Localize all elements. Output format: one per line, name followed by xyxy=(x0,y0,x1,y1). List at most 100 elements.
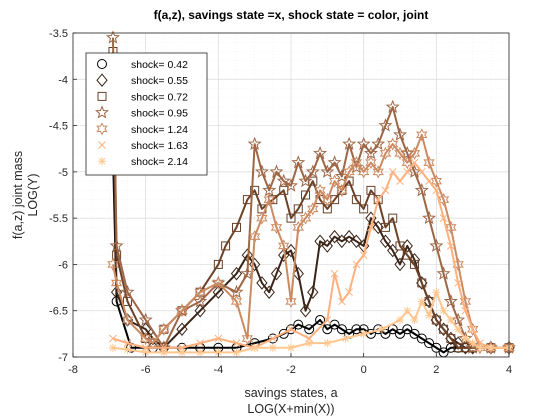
data-point-marker xyxy=(140,322,152,337)
data-point-marker xyxy=(307,202,319,216)
data-point-marker xyxy=(403,168,412,176)
data-point-marker xyxy=(359,251,368,260)
data-point-marker xyxy=(327,155,342,169)
data-point-marker xyxy=(194,285,206,299)
data-point-marker xyxy=(250,343,259,352)
data-point-marker xyxy=(345,288,353,297)
data-point-marker xyxy=(451,312,466,326)
series-line xyxy=(112,161,509,349)
legend-marker xyxy=(96,73,108,87)
data-point-marker xyxy=(286,324,296,335)
data-point-marker xyxy=(321,193,334,207)
data-point-marker xyxy=(336,324,347,335)
data-point-marker xyxy=(276,173,291,188)
data-point-marker xyxy=(278,239,290,253)
data-point-marker xyxy=(139,331,152,346)
data-point-marker xyxy=(121,313,134,327)
data-point-marker xyxy=(268,343,277,352)
legend-marker xyxy=(96,122,108,136)
data-point-marker xyxy=(249,257,261,272)
legend-label: shock= 1.24 xyxy=(131,124,188,136)
data-point-marker xyxy=(385,99,400,114)
data-point-marker xyxy=(304,324,315,335)
data-point-marker xyxy=(322,324,333,335)
data-point-marker xyxy=(232,339,241,347)
data-point-marker xyxy=(374,195,383,204)
data-point-marker xyxy=(268,334,277,343)
data-point-marker xyxy=(417,297,426,306)
data-point-marker xyxy=(108,343,117,352)
chart-title: f(a,z), savings state =x, shock state = … xyxy=(154,8,429,22)
data-point-marker xyxy=(159,324,169,334)
data-point-marker xyxy=(439,324,449,334)
data-point-marker xyxy=(388,168,397,176)
data-point-marker xyxy=(387,137,399,151)
data-point-marker xyxy=(123,296,132,306)
data-point-marker xyxy=(436,266,451,280)
data-point-marker xyxy=(343,229,355,244)
data-point-marker xyxy=(269,164,284,178)
data-point-marker xyxy=(292,266,304,281)
legend-marker xyxy=(97,91,107,101)
data-point-marker xyxy=(475,343,484,352)
data-point-marker xyxy=(287,325,295,334)
data-point-marker xyxy=(379,234,392,249)
data-point-marker xyxy=(416,276,428,290)
data-point-marker xyxy=(341,334,350,343)
data-point-marker xyxy=(423,156,435,170)
x-axis-ticks: -8 -6 -4 -2 0 2 4 xyxy=(68,353,512,376)
series-layer xyxy=(105,30,517,358)
data-point-marker xyxy=(293,204,303,214)
legend-entry-2: shock= 0.55 xyxy=(96,73,188,87)
data-point-marker xyxy=(107,257,119,272)
legend-marker xyxy=(97,59,107,69)
data-point-marker xyxy=(229,284,244,299)
legend-label: shock= 1.63 xyxy=(131,140,188,152)
data-point-marker xyxy=(196,348,205,357)
data-point-marker xyxy=(232,348,241,357)
y-tick-label: -6.5 xyxy=(49,306,68,318)
data-point-marker xyxy=(287,343,295,352)
data-point-marker xyxy=(410,259,420,269)
data-point-marker xyxy=(417,278,427,288)
data-point-marker xyxy=(394,257,406,272)
legend-entry-1: shock= 0.42 xyxy=(97,59,188,71)
data-point-marker xyxy=(323,316,332,324)
data-point-marker xyxy=(396,315,404,324)
data-point-marker xyxy=(430,313,442,327)
data-point-marker xyxy=(461,334,470,343)
y-axis-label-line1: f(a,z) joint mass xyxy=(11,151,25,239)
data-point-marker xyxy=(320,164,335,178)
data-point-marker xyxy=(446,333,456,343)
data-point-marker xyxy=(123,345,132,354)
data-point-marker xyxy=(105,30,120,44)
legend-entry-5: shock= 1.24 xyxy=(96,122,188,136)
data-point-marker xyxy=(263,285,275,299)
data-point-marker xyxy=(278,328,289,339)
data-point-marker xyxy=(194,303,206,318)
data-point-marker xyxy=(416,128,428,142)
data-point-marker xyxy=(378,118,393,132)
data-point-marker xyxy=(432,288,441,297)
data-point-marker xyxy=(381,186,390,195)
data-point-marker xyxy=(213,259,223,269)
legend-label: shock= 0.42 xyxy=(131,59,188,71)
data-point-marker xyxy=(400,145,415,160)
x-tick-label: -4 xyxy=(213,364,223,376)
data-point-marker xyxy=(377,325,386,334)
data-point-marker xyxy=(443,294,458,308)
data-point-marker xyxy=(293,319,304,330)
x-tick-label: -2 xyxy=(286,364,296,376)
data-point-marker xyxy=(416,333,427,344)
data-point-marker xyxy=(270,266,283,281)
data-point-marker xyxy=(402,324,413,335)
data-point-marker xyxy=(446,315,455,324)
legend-entry-7: shock= 2.14 xyxy=(98,156,188,168)
legend-label: shock= 2.14 xyxy=(131,156,188,168)
y-tick-label: -4 xyxy=(58,74,68,86)
data-point-marker xyxy=(403,306,412,315)
data-point-marker xyxy=(445,342,456,353)
legend-marker xyxy=(98,157,106,166)
data-point-marker xyxy=(120,284,135,299)
data-point-marker xyxy=(307,285,319,299)
